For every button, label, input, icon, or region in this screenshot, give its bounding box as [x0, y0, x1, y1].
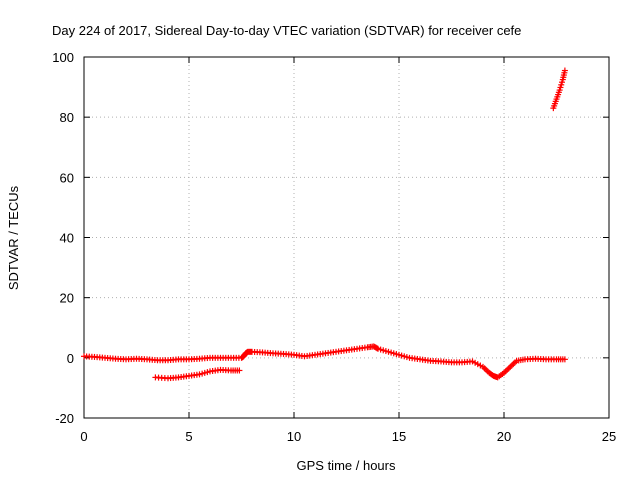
- data-point-marker: [398, 352, 405, 359]
- axis-ticks: 0 5 10 15 20 25 -20 0 20 40 60 80 100: [52, 50, 616, 444]
- y-tick-label: 100: [52, 50, 74, 65]
- y-tick-label: 0: [67, 351, 74, 366]
- data-point-marker: [469, 358, 476, 365]
- data-series: [81, 67, 568, 382]
- y-axis-label: SDTVAR / TECUs: [6, 185, 21, 290]
- y-tick-label: 20: [60, 291, 74, 306]
- data-point-marker: [380, 347, 387, 354]
- data-point-marker: [199, 370, 206, 377]
- y-tick-label: 80: [60, 110, 74, 125]
- data-point-marker: [403, 354, 410, 361]
- data-point-marker: [393, 351, 400, 358]
- data-point-marker: [377, 346, 384, 353]
- y-tick-label: 60: [60, 170, 74, 185]
- x-tick-label: 25: [602, 429, 616, 444]
- data-point-marker: [561, 356, 568, 363]
- x-tick-label: 10: [287, 429, 301, 444]
- data-point-marker: [373, 345, 380, 352]
- data-point-marker: [204, 369, 211, 376]
- series-high-branch: [550, 67, 568, 112]
- data-point-marker: [196, 371, 203, 378]
- grid: [84, 57, 609, 418]
- x-tick-label: 0: [80, 429, 87, 444]
- data-point-marker: [236, 367, 243, 374]
- y-tick-label: -20: [55, 411, 74, 426]
- chart-title: Day 224 of 2017, Sidereal Day-to-day VTE…: [52, 23, 521, 38]
- data-point-marker: [382, 348, 389, 355]
- data-point-marker: [556, 87, 563, 94]
- data-point-marker: [477, 362, 484, 369]
- series-main: [81, 343, 568, 381]
- data-point-marker: [390, 350, 397, 357]
- plot-frame: [83, 56, 610, 419]
- data-point-marker: [385, 348, 392, 355]
- series-low-branch: [152, 366, 243, 382]
- data-point-marker: [558, 81, 565, 88]
- data-point-marker: [472, 359, 479, 366]
- y-tick-label: 40: [60, 231, 74, 246]
- data-point-marker: [474, 361, 481, 368]
- x-axis-label: GPS time / hours: [297, 458, 396, 473]
- data-point-marker: [561, 67, 568, 74]
- data-point-marker: [375, 345, 381, 352]
- data-point-marker: [201, 369, 208, 376]
- x-tick-label: 5: [185, 429, 192, 444]
- data-point-marker: [557, 84, 564, 91]
- data-point-marker: [388, 349, 395, 356]
- x-tick-label: 15: [392, 429, 406, 444]
- data-point-marker: [396, 351, 402, 358]
- x-tick-label: 20: [497, 429, 511, 444]
- data-point-marker: [401, 353, 408, 360]
- data-point-marker: [559, 79, 566, 86]
